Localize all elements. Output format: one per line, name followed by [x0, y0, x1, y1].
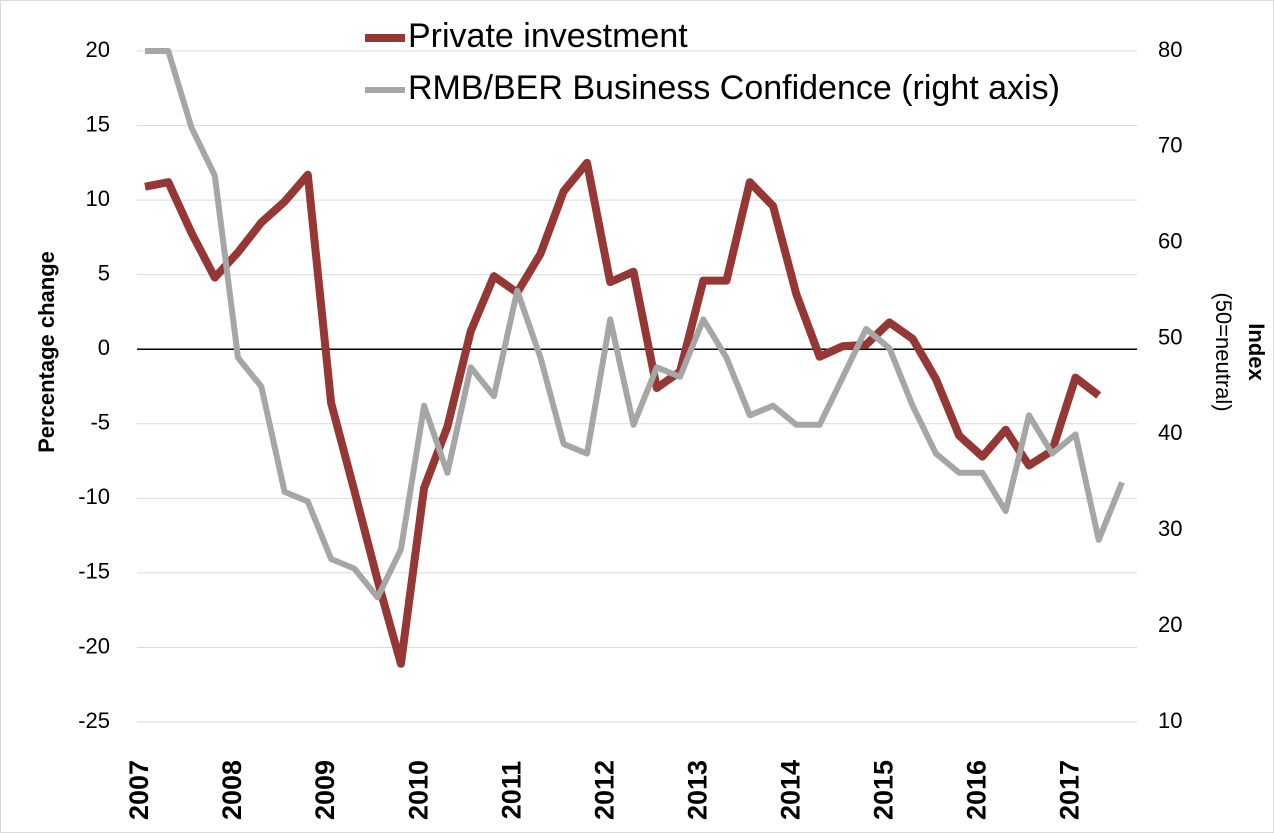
- y-tick-label: -5: [90, 410, 110, 435]
- legend-label: RMB/BER Business Confidence (right axis): [408, 69, 1060, 107]
- x-tick-label: 2008: [217, 760, 247, 820]
- y-axis-title: Percentage change: [34, 251, 59, 453]
- y-tick-label: 10: [86, 186, 110, 211]
- y-tick-label: -10: [78, 484, 110, 509]
- y2-tick-label: 60: [1158, 229, 1182, 254]
- x-tick-label: 2014: [775, 760, 805, 820]
- y-tick-label: 15: [86, 111, 110, 136]
- y-tick-label: -25: [78, 708, 110, 733]
- legend-label: Private investment: [408, 17, 688, 55]
- series-line: [144, 158, 1102, 668]
- x-tick-label: 2007: [124, 760, 154, 820]
- series-line: [145, 48, 1125, 601]
- x-tick-label: 2016: [962, 760, 992, 820]
- y-tick-label: 0: [98, 335, 110, 360]
- x-tick-label: 2012: [589, 760, 619, 820]
- x-tick-label: 2013: [682, 760, 712, 820]
- y-tick-label: -15: [78, 559, 110, 584]
- x-tick-label: 2010: [403, 760, 433, 820]
- y2-tick-label: 70: [1158, 133, 1182, 158]
- y2-tick-label: 40: [1158, 420, 1182, 445]
- y2-tick-label: 20: [1158, 612, 1182, 637]
- y2-axis-title: Index: [1244, 323, 1269, 381]
- y2-tick-label: 80: [1158, 37, 1182, 62]
- x-tick-label: 2015: [869, 760, 899, 820]
- x-tick-label: 2011: [496, 761, 526, 820]
- y2-axis-subtitle: (50=neutral): [1211, 292, 1236, 411]
- y-tick-label: 5: [98, 260, 110, 285]
- y2-tick-label: 50: [1158, 324, 1182, 349]
- y2-tick-label: 30: [1158, 516, 1182, 541]
- y-tick-label: -20: [78, 633, 110, 658]
- x-tick-label: 2009: [310, 760, 340, 820]
- x-tick-label: 2017: [1055, 760, 1085, 820]
- y2-tick-label: 10: [1158, 708, 1182, 733]
- y-tick-label: 20: [86, 37, 110, 62]
